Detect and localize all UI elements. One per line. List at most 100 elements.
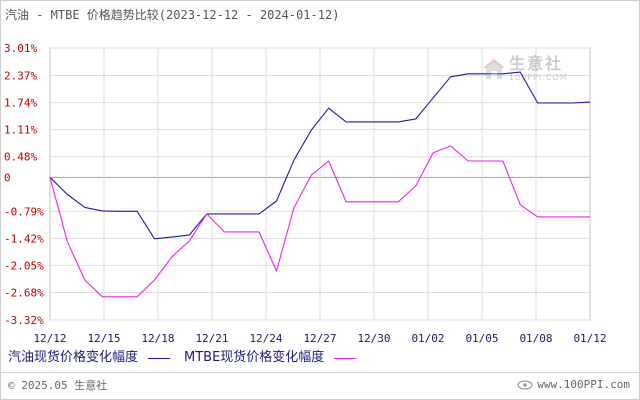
series-2-point <box>518 203 522 207</box>
series-2-point <box>588 215 592 219</box>
footer-divider <box>0 372 640 373</box>
x-tick-label: 12/21 <box>195 332 228 345</box>
series-2-point <box>222 230 226 234</box>
x-tick-label: 12/12 <box>33 332 66 345</box>
x-tick-label: 01/05 <box>465 332 498 345</box>
site-logo-icon <box>517 379 533 390</box>
series-1-point <box>571 101 575 105</box>
y-tick-label: -0.79% <box>4 205 44 218</box>
series-2-point <box>240 230 244 234</box>
y-tick-label: 1.74% <box>4 97 37 110</box>
legend-swatch-line <box>148 357 171 359</box>
series-2-point <box>118 295 122 299</box>
legend-label: 汽油现货价格变化幅度 <box>8 350 139 365</box>
series-2-point <box>205 212 209 216</box>
series-2-point <box>466 159 470 163</box>
series-1-point <box>588 100 592 104</box>
y-tick-label: -2.68% <box>4 286 44 299</box>
series-2-point <box>396 200 400 204</box>
series-2-point <box>501 159 505 163</box>
y-tick-label: 0.48% <box>4 151 37 164</box>
series-2-point <box>449 144 453 148</box>
watermark-brand: 生意社 <box>509 54 564 73</box>
chart-legend: 汽油现货价格变化幅度 MTBE现货价格变化幅度 <box>8 350 370 366</box>
series-1-point <box>414 117 418 121</box>
series-2-point <box>362 200 366 204</box>
y-tick-label: -1.42% <box>4 232 44 245</box>
footer-site: www.100PPI.com <box>517 378 630 391</box>
series-group <box>48 71 592 299</box>
series-1-point <box>153 237 157 241</box>
x-tick-label: 01/12 <box>573 332 606 345</box>
x-tick-label: 12/27 <box>303 332 336 345</box>
series-2-point <box>48 175 52 179</box>
series-2-point <box>309 173 313 177</box>
grid <box>49 47 591 321</box>
series-2-point <box>170 255 174 259</box>
series-2-point <box>257 230 261 234</box>
x-tick-label: 12/24 <box>249 332 282 345</box>
y-tick-label: -3.32% <box>4 314 44 327</box>
series-2-point <box>100 295 104 299</box>
series-2-point <box>153 278 157 282</box>
series-1-point <box>222 212 226 216</box>
series-1-point <box>449 75 453 79</box>
x-tick-label: 12/18 <box>141 332 174 345</box>
series-1-point <box>170 235 174 239</box>
legend-label: MTBE现货价格变化幅度 <box>184 350 325 365</box>
series-2-point <box>83 278 87 282</box>
legend-swatch-line <box>334 357 357 359</box>
legend-item-mtbe: MTBE现货价格变化幅度 <box>184 350 357 366</box>
series-2-point <box>327 159 331 163</box>
series-2-point <box>379 200 383 204</box>
series-2-point <box>187 239 191 243</box>
x-tick-label: 12/15 <box>87 332 120 345</box>
series-1-point <box>100 209 104 213</box>
x-tick-label: 01/08 <box>519 332 552 345</box>
series-1-point <box>327 106 331 110</box>
series-1-point <box>362 120 366 124</box>
series-2-point <box>571 215 575 219</box>
series-1-point <box>257 212 261 216</box>
series-2-point <box>553 215 557 219</box>
x-tick-label: 01/02 <box>411 332 444 345</box>
series-2-point <box>135 295 139 299</box>
series-1-point <box>553 101 557 105</box>
series-1-point <box>466 72 470 76</box>
series-line-2 <box>49 145 590 298</box>
series-2-point <box>484 159 488 163</box>
series-2-point <box>275 269 279 273</box>
watermark-logo: 生意社 100PPI.COM <box>482 55 568 82</box>
series-1-point <box>275 199 279 203</box>
y-tick-label: 3.01% <box>4 42 37 55</box>
series-1-point <box>135 209 139 213</box>
series-1-point <box>431 96 435 100</box>
y-tick-label: 0 <box>4 171 11 184</box>
series-1-point <box>65 193 69 197</box>
line-chart: 3.01% 2.37% 1.74% 1.11% 0.48% 0 -0.79% -1.42% -2… <box>4 42 607 345</box>
site-url: www.100PPI.com <box>537 378 630 391</box>
series-2-point <box>65 240 69 244</box>
series-1-point <box>396 120 400 124</box>
series-1-point <box>118 209 122 213</box>
series-2-point <box>414 184 418 188</box>
series-1-point <box>83 205 87 209</box>
x-tick-label: 12/30 <box>357 332 390 345</box>
footer-copyright: © 2025.05 生意社 <box>8 379 108 392</box>
watermark-site: 100PPI.COM <box>509 73 568 82</box>
series-1-point <box>187 233 191 237</box>
series-1-point <box>379 120 383 124</box>
watermark-text: 生意社 100PPI.COM <box>509 54 568 83</box>
legend-item-gasoline: 汽油现货价格变化幅度 <box>8 350 171 366</box>
series-2-point <box>536 215 540 219</box>
y-tick-label: 1.11% <box>4 124 37 137</box>
series-line-1 <box>49 71 591 240</box>
series-1-point <box>344 120 348 124</box>
series-2-point <box>292 206 296 210</box>
house-logo-icon <box>483 58 505 79</box>
series-2-point <box>431 151 435 155</box>
series-1-point <box>536 101 540 105</box>
y-tick-label: -2.05% <box>4 259 44 272</box>
axis-labels: 3.01% 2.37% 1.74% 1.11% 0.48% 0 -0.79% -1.42% -2… <box>4 42 607 345</box>
